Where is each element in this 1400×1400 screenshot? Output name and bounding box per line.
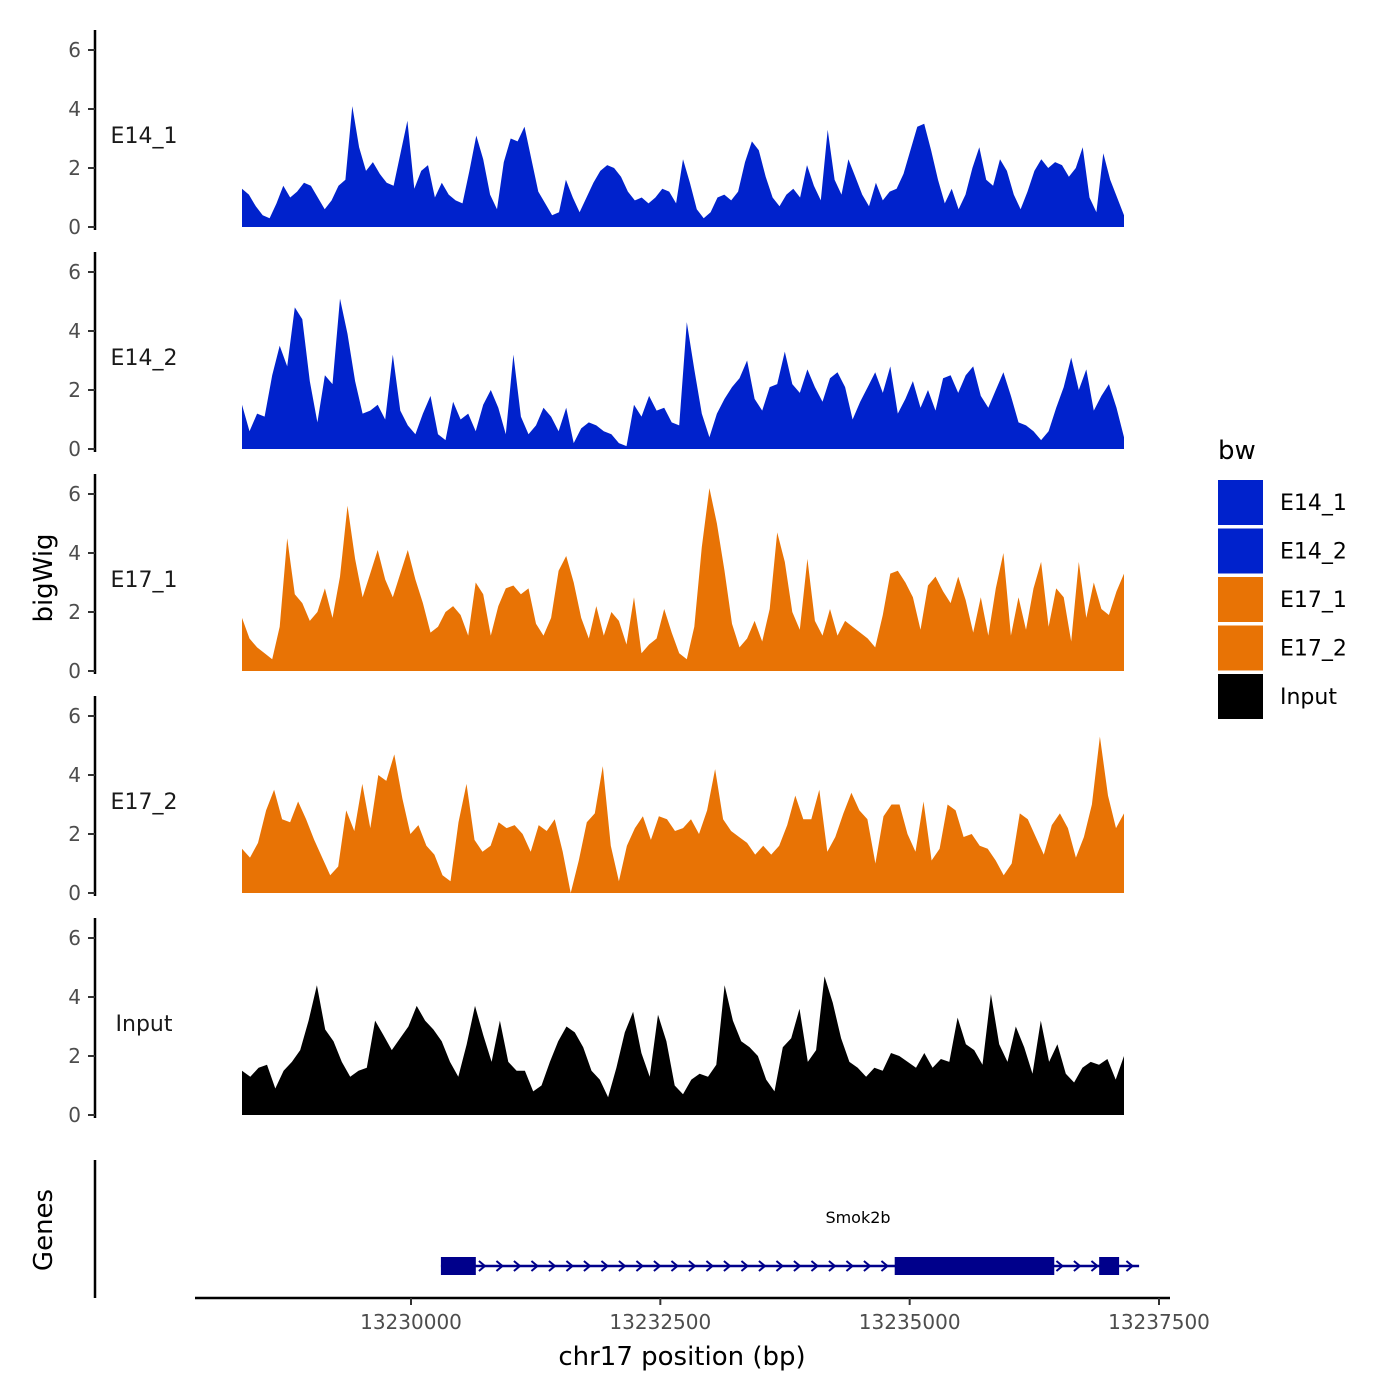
- strand-arrow-icon: [758, 1260, 767, 1272]
- strand-arrow-icon: [530, 1260, 539, 1272]
- track-e17-1-y-tick-label: 0: [68, 659, 81, 683]
- x-tick-label: 13235000: [859, 1310, 961, 1334]
- y-axis-title: bigWig: [29, 533, 59, 622]
- track-e17-1-coverage-area: [242, 488, 1124, 671]
- x-axis: 13230000 13232500 13235000 13237500: [195, 1296, 1210, 1334]
- legend-label-e17-2: E17_2: [1280, 637, 1347, 662]
- legend-swatch-input: [1218, 674, 1263, 719]
- legend-label-e14-1: E14_1: [1280, 491, 1347, 516]
- legend-title: bw: [1218, 436, 1256, 466]
- track-input-label: Input: [116, 1012, 173, 1037]
- strand-arrow-icon: [880, 1260, 889, 1272]
- track-input-coverage-area: [242, 976, 1124, 1115]
- track-e14-1: 0 2 4 6 E14_1: [68, 30, 1124, 239]
- x-tick-label: 13230000: [360, 1310, 462, 1334]
- strand-arrow-icon: [513, 1260, 522, 1272]
- track-e14-1-y-tick-label: 0: [68, 215, 81, 239]
- track-e14-2-y-tick-label: 0: [68, 437, 81, 461]
- track-e14-2-coverage-area: [242, 298, 1124, 449]
- track-input-y-tick-label: 0: [68, 1103, 81, 1127]
- strand-arrow-icon: [583, 1260, 592, 1272]
- track-input-y-tick-label: 6: [68, 926, 81, 950]
- legend-label-input: Input: [1280, 685, 1337, 710]
- x-tick-label: 13232500: [609, 1310, 711, 1334]
- x-tick-label: 13237500: [1108, 1310, 1210, 1334]
- strand-arrow-icon: [1090, 1260, 1099, 1272]
- legend-swatch-e14-1: [1218, 480, 1263, 525]
- track-e17-2-y-tick-label: 4: [68, 763, 81, 787]
- strand-arrow-icon: [740, 1260, 749, 1272]
- strand-arrow-icon: [600, 1260, 609, 1272]
- legend-swatch-e17-2: [1218, 625, 1263, 671]
- strand-arrow-icon: [670, 1260, 679, 1272]
- coverage-tracks: 0 2 4 6 E14_1 0 2 4 6 E14_2 0 2 4 6 E17_1 0 2 4 6 E17_2 0 2 4 6…: [68, 30, 1124, 1127]
- track-e17-2-y-tick-label: 2: [68, 822, 81, 846]
- strand-arrow-icon: [828, 1260, 837, 1272]
- strand-arrow-icon: [793, 1260, 802, 1272]
- legend-swatch-e14-2: [1218, 528, 1263, 574]
- track-input-y-tick-label: 4: [68, 985, 81, 1009]
- track-e14-1-y-tick-label: 2: [68, 156, 81, 180]
- track-e14-2: 0 2 4 6 E14_2: [68, 252, 1124, 461]
- x-axis-title: chr17 position (bp): [558, 1342, 805, 1372]
- track-e17-1-y-tick-label: 4: [68, 541, 81, 565]
- genes-track-title: Genes: [29, 1189, 59, 1271]
- strand-arrow-icon: [565, 1260, 574, 1272]
- gene-exon: [894, 1257, 1055, 1275]
- strand-arrow-icon: [810, 1260, 819, 1272]
- track-e14-2-y-tick-label: 6: [68, 260, 81, 284]
- track-input: 0 2 4 6 Input: [68, 918, 1124, 1127]
- track-e14-2-label: E14_2: [111, 346, 178, 371]
- strand-arrow-icon: [863, 1260, 872, 1272]
- strand-arrow-icon: [688, 1260, 697, 1272]
- strand-arrow-icon: [653, 1260, 662, 1272]
- strand-arrow-icon: [495, 1260, 504, 1272]
- gene-exon: [440, 1257, 476, 1275]
- strand-arrow-icon: [1125, 1260, 1134, 1272]
- strand-arrow-icon: [635, 1260, 644, 1272]
- strand-arrow-icon: [548, 1260, 557, 1272]
- track-e14-2-y-tick-label: 2: [68, 378, 81, 402]
- strand-arrow-icon: [618, 1260, 627, 1272]
- gene-track: Smok2b: [93, 1160, 1140, 1298]
- strand-arrow-icon: [775, 1260, 784, 1272]
- track-e17-1-y-tick-label: 6: [68, 482, 81, 506]
- track-e17-1-y-tick-label: 2: [68, 600, 81, 624]
- strand-arrow-icon: [1055, 1260, 1064, 1272]
- track-e17-2: 0 2 4 6 E17_2: [68, 696, 1124, 905]
- track-e17-2-y-tick-label: 6: [68, 704, 81, 728]
- legend-label-e17-1: E17_1: [1280, 588, 1347, 613]
- strand-arrow-icon: [845, 1260, 854, 1272]
- track-e17-2-y-tick-label: 0: [68, 881, 81, 905]
- strand-arrow-icon: [478, 1260, 487, 1272]
- track-e14-1-y-tick-label: 6: [68, 38, 81, 62]
- track-e17-1-label: E17_1: [111, 568, 178, 593]
- strand-arrow-icon: [705, 1260, 714, 1272]
- track-e17-2-label: E17_2: [111, 790, 178, 815]
- track-e17-1: 0 2 4 6 E17_1: [68, 474, 1124, 683]
- legend-swatch-e17-1: [1218, 577, 1263, 622]
- gene-exon: [1099, 1257, 1120, 1275]
- track-e14-2-y-tick-label: 4: [68, 319, 81, 343]
- track-e14-1-y-tick-label: 4: [68, 97, 81, 121]
- strand-arrow-icon: [1073, 1260, 1082, 1272]
- legend: bw E14_1 E14_2 E17_1 E17_2 Input: [1218, 436, 1347, 719]
- track-e17-2-coverage-area: [242, 736, 1124, 893]
- track-input-y-tick-label: 2: [68, 1044, 81, 1068]
- track-e14-1-coverage-area: [242, 106, 1124, 227]
- strand-arrow-icon: [723, 1260, 732, 1272]
- track-e14-1-label: E14_1: [111, 124, 178, 149]
- legend-label-e14-2: E14_2: [1280, 540, 1347, 565]
- gene-name-label: Smok2b: [825, 1208, 890, 1227]
